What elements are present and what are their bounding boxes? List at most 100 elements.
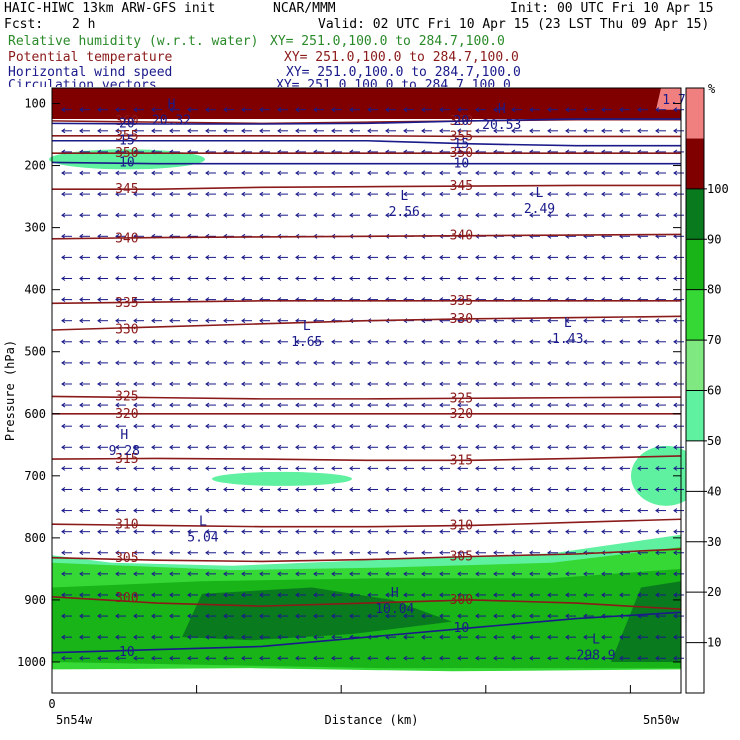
vector-arrow [673, 444, 684, 450]
vector-arrow [277, 613, 288, 619]
vector-arrow [367, 276, 378, 281]
vector-arrow [601, 254, 612, 260]
vector-head [439, 529, 444, 535]
vector-head [277, 550, 282, 556]
vector-head [133, 423, 138, 429]
vector-head [115, 529, 120, 535]
valid-label: Valid: 02 UTC Fri 10 Apr 15 (23 LST Thu … [318, 17, 710, 32]
vector-arrow [439, 212, 450, 218]
vector-arrow [601, 402, 612, 408]
vector-arrow [403, 634, 414, 640]
vector-arrow [493, 465, 504, 471]
vector-arrow [133, 423, 144, 429]
vector-arrow [151, 529, 162, 535]
vector-arrow [223, 381, 234, 387]
vector-arrow [331, 529, 342, 535]
vector-arrow [133, 592, 144, 598]
vector-head [187, 613, 192, 619]
vector-head [619, 339, 624, 345]
vector-arrow [313, 634, 324, 640]
vector-head [241, 212, 246, 218]
vector-arrow [331, 128, 342, 134]
vector-arrow [61, 360, 72, 366]
vector-head [367, 107, 372, 113]
vector-arrow [259, 550, 270, 556]
vector-arrow [421, 529, 432, 535]
vector-arrow [619, 360, 630, 366]
vector-arrow [565, 170, 576, 176]
vector-arrow [97, 254, 108, 260]
vector-head [493, 634, 498, 640]
vector-arrow [115, 634, 126, 640]
vector-arrow [511, 402, 522, 408]
vector-arrow [547, 487, 558, 492]
vector-head [475, 402, 480, 408]
vector-head [151, 613, 156, 619]
vector-head [565, 107, 570, 113]
vector-arrow [403, 423, 414, 429]
vector-head [241, 465, 246, 471]
vector-arrow [655, 339, 666, 345]
vector-head [349, 487, 354, 492]
vector-head [313, 170, 318, 176]
vector-head [61, 655, 66, 661]
vector-head [241, 381, 246, 387]
vector-arrow [151, 508, 162, 513]
vector-arrow [403, 465, 414, 471]
vector-arrow [313, 444, 324, 450]
extremum-value: 1.65 [291, 335, 322, 350]
vector-arrow [295, 254, 306, 260]
vector-arrow [403, 212, 414, 218]
vector-arrow [331, 170, 342, 176]
wind-20-label: 20 [454, 114, 470, 129]
vector-arrow [439, 360, 450, 366]
vector-head [619, 128, 624, 134]
vector-head [331, 487, 336, 492]
vector-head [277, 592, 282, 598]
vector-arrow [259, 212, 270, 218]
vector-head [421, 465, 426, 471]
vector-arrow [547, 360, 558, 366]
vector-arrow [421, 487, 432, 492]
vector-head [115, 402, 120, 408]
vector-arrow [169, 550, 180, 556]
vector-arrow [565, 318, 576, 324]
vector-head [79, 465, 84, 471]
vector-arrow [547, 191, 558, 197]
vector-arrow [367, 170, 378, 176]
colorbar-tick-label: 60 [707, 384, 721, 398]
vector-arrow [619, 571, 630, 577]
vector-head [259, 550, 264, 556]
vector-arrow [97, 170, 108, 176]
vector-head [439, 170, 444, 176]
vector-head [511, 170, 516, 176]
vector-head [637, 465, 642, 471]
vector-arrow [457, 107, 468, 113]
vector-head [511, 571, 516, 577]
vector-arrow [151, 402, 162, 408]
vector-arrow [601, 423, 612, 429]
vector-head [529, 318, 534, 324]
vector-head [583, 444, 588, 450]
vector-head [241, 402, 246, 408]
vector-arrow [403, 550, 414, 556]
vector-head [565, 508, 570, 513]
vector-head [565, 529, 570, 535]
vector-head [601, 529, 606, 535]
extremum-value: 2.49 [524, 202, 555, 217]
vector-arrow [313, 465, 324, 471]
vector-arrow [655, 487, 666, 492]
vector-head [583, 276, 588, 281]
vector-arrow [241, 170, 252, 176]
vector-arrow [349, 402, 360, 408]
vector-arrow [403, 170, 414, 176]
vector-head [655, 508, 660, 513]
vector-head [637, 402, 642, 408]
extremum-kind: H [498, 102, 506, 117]
vector-arrow [187, 550, 198, 556]
vector-arrow [439, 276, 450, 281]
vector-arrow [367, 655, 378, 661]
vector-head [367, 508, 372, 513]
vector-head [151, 297, 156, 303]
